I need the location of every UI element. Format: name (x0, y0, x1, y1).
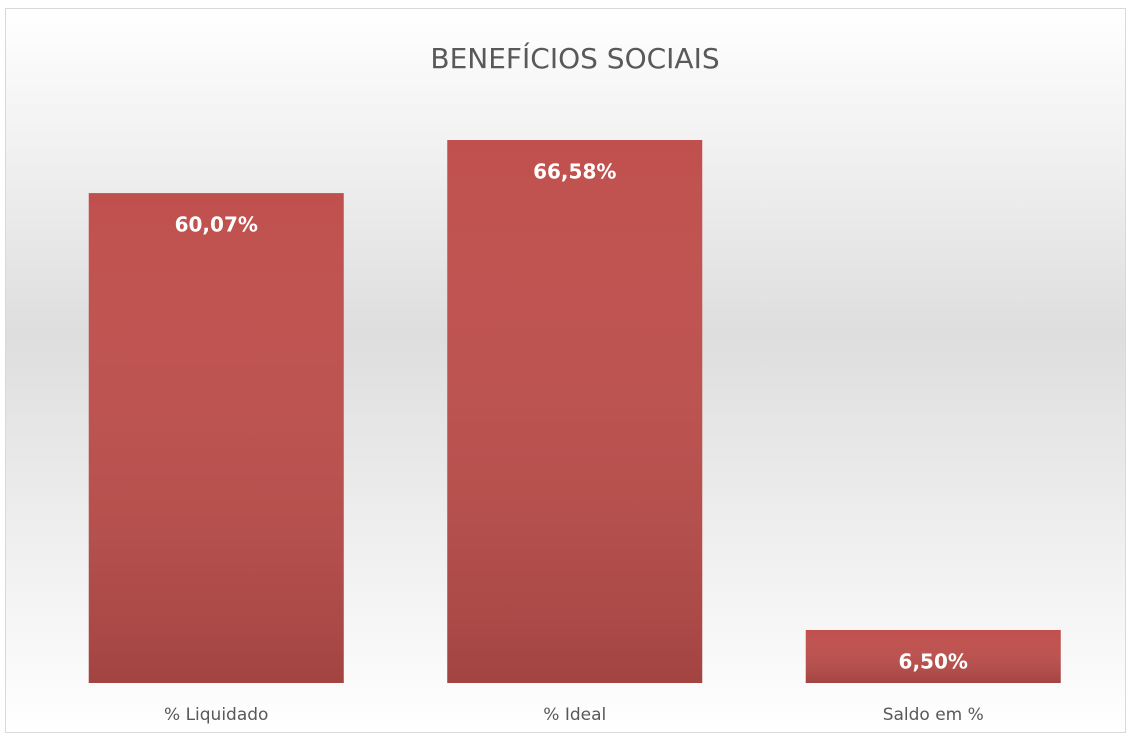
data-label: 66,58% (533, 160, 616, 184)
x-tick-label: % Ideal (543, 705, 606, 725)
data-label: 60,07% (175, 213, 258, 237)
data-label: 6,50% (899, 649, 968, 673)
x-tick-label: % Liquidado (164, 705, 268, 725)
chart-title: BENEFÍCIOS SOCIAIS (430, 41, 719, 75)
bar-shade (88, 193, 344, 684)
x-tick-label: Saldo em % (883, 705, 984, 725)
bar-shade (805, 629, 1061, 683)
bar-shade (447, 140, 703, 683)
